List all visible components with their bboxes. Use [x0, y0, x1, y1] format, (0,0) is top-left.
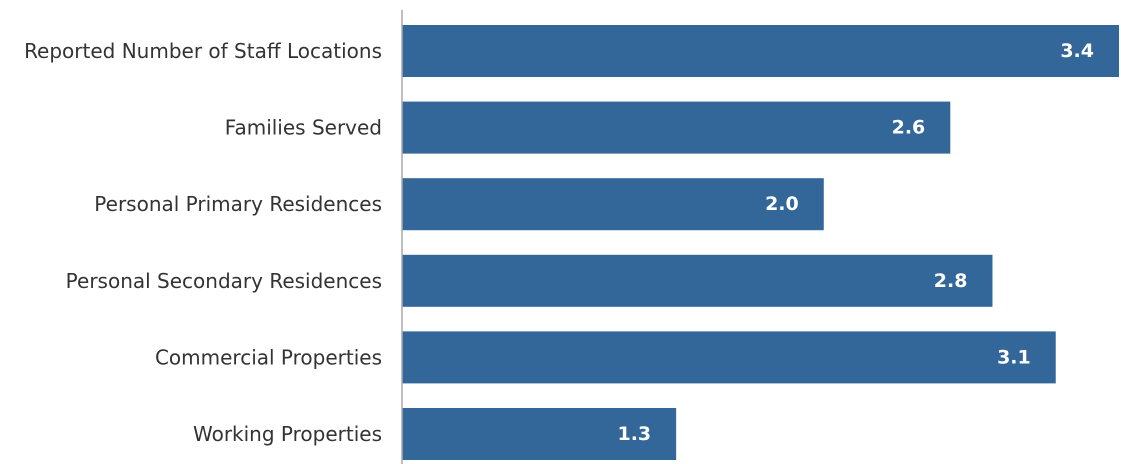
bars-group — [402, 25, 1119, 460]
value-label: 1.3 — [617, 423, 651, 445]
category-label: Personal Secondary Residences — [66, 269, 382, 293]
value-label: 2.0 — [765, 193, 799, 215]
value-labels-group: 3.4 2.6 2.0 2.8 3.1 1.3 — [617, 40, 1094, 445]
category-label: Families Served — [225, 116, 382, 140]
category-label: Reported Number of Staff Locations — [24, 39, 382, 63]
category-label: Commercial Properties — [155, 345, 382, 369]
value-label: 2.6 — [892, 117, 926, 139]
value-label: 3.4 — [1060, 40, 1094, 62]
value-label: 3.1 — [997, 346, 1031, 368]
category-labels-group: Reported Number of Staff Locations Famili… — [24, 39, 382, 446]
bar — [402, 331, 1056, 384]
bar — [402, 408, 677, 460]
category-label: Working Properties — [193, 422, 382, 446]
bar — [402, 254, 993, 307]
value-label: 2.8 — [934, 270, 968, 292]
bar — [402, 25, 1119, 77]
bar — [402, 178, 824, 231]
category-label: Personal Primary Residences — [94, 192, 382, 216]
bar — [402, 101, 951, 154]
